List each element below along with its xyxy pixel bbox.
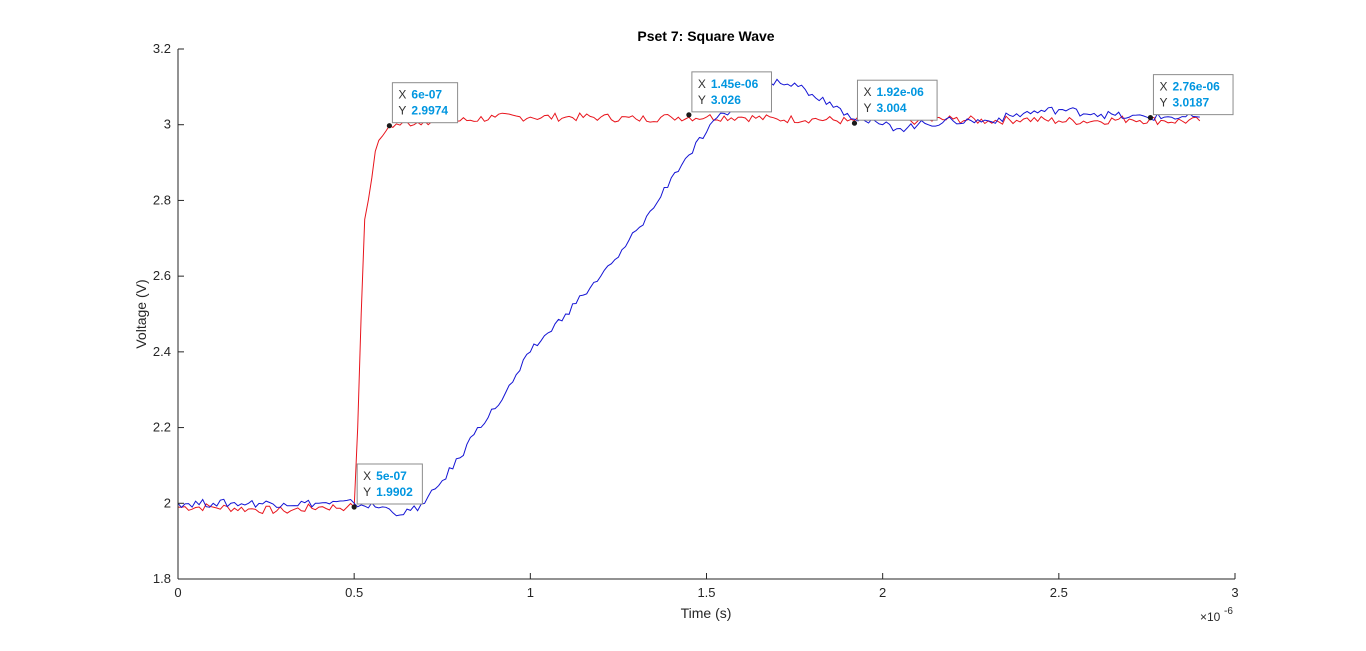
datatip-y-value: 3.026: [711, 93, 741, 107]
x-axis-label: Time (s): [681, 605, 732, 621]
datatip-y-value: 3.0187: [1172, 96, 1209, 110]
x-tick-label: 3: [1231, 585, 1238, 600]
datatip-y-label: Y: [363, 485, 371, 499]
datatip-box: [356, 463, 423, 505]
datatip-y-value: 3.004: [876, 101, 906, 115]
x-ticks: 0 0.5 1 1.5 2 2.5 3: [174, 573, 1239, 600]
datatip-x-label: X: [1159, 80, 1167, 94]
y-tick-label: 2.8: [153, 192, 171, 207]
datatip-x-label: X: [398, 88, 406, 102]
datatip-marker[interactable]: [686, 112, 692, 118]
datatip-x-value: 1.92e-06: [876, 85, 924, 99]
datatip-x-value: 6e-07: [411, 88, 442, 102]
datatip-marker[interactable]: [386, 123, 392, 129]
datatip-y-value: 1.9902: [376, 485, 413, 499]
datatip-marker[interactable]: [1147, 115, 1154, 121]
datatip[interactable]: X 1.92e-06 Y 3.004: [851, 79, 938, 126]
datatip[interactable]: X 1.45e-06 Y 3.026: [686, 71, 772, 118]
datatip[interactable]: X 5e-07 Y 1.9902: [351, 463, 423, 510]
datatip[interactable]: X 2.76e-06 Y 3.0187: [1147, 74, 1234, 121]
datatip-box: [856, 79, 938, 121]
x-tick-label: 1.5: [697, 585, 715, 600]
axes-background: [178, 49, 1235, 579]
y-axis-label: Voltage (V): [133, 279, 149, 348]
datatip-y-label: Y: [398, 104, 406, 118]
datatip-marker[interactable]: [851, 120, 858, 126]
x-tick-label: 0.5: [345, 585, 363, 600]
x-tick-label: 1: [527, 585, 534, 600]
y-tick-label: 1.8: [153, 571, 171, 586]
x-exponent-base: ×10: [1200, 610, 1221, 624]
datatip-x-value: 2.76e-06: [1172, 80, 1220, 94]
datatip-x-label: X: [863, 85, 871, 99]
datatip-x-label: X: [698, 77, 706, 91]
y-tick-label: 2.6: [153, 268, 171, 283]
x-tick-label: 0: [174, 585, 181, 600]
datatip-y-value: 2.9974: [411, 104, 448, 118]
datatip-y-label: Y: [863, 101, 871, 115]
y-ticks: 1.8 2 2.2 2.4 2.6 2.8 3 3.2: [153, 41, 184, 586]
y-tick-label: 2: [164, 495, 171, 510]
datatip[interactable]: X 6e-07 Y 2.9974: [386, 82, 459, 129]
y-tick-label: 2.4: [153, 344, 171, 359]
datatip-marker[interactable]: [351, 504, 357, 510]
y-tick-label: 3.2: [153, 41, 171, 56]
x-tick-label: 2.5: [1050, 585, 1068, 600]
datatip-y-label: Y: [1159, 96, 1167, 110]
datatips: X 5e-07 Y 1.9902 X 6e-07 Y 2.9974 X 1.45e-06 Y 3.02…: [351, 71, 1234, 510]
datatip-box: [391, 82, 459, 124]
datatip-x-value: 1.45e-06: [711, 77, 759, 91]
datatip-box: [691, 71, 772, 113]
y-tick-label: 2.2: [153, 420, 171, 435]
datatip-x-value: 5e-07: [376, 469, 407, 483]
datatip-x-label: X: [363, 469, 371, 483]
y-tick-label: 3: [164, 117, 171, 132]
x-tick-label: 2: [879, 585, 886, 600]
x-exponent-label: ×10 -6: [1200, 606, 1233, 624]
chart-title: Pset 7: Square Wave: [637, 28, 774, 44]
series-line: [177, 78, 1200, 517]
datatip-y-label: Y: [698, 93, 706, 107]
x-exponent-power: -6: [1224, 606, 1233, 617]
datatip-box: [1152, 74, 1234, 116]
